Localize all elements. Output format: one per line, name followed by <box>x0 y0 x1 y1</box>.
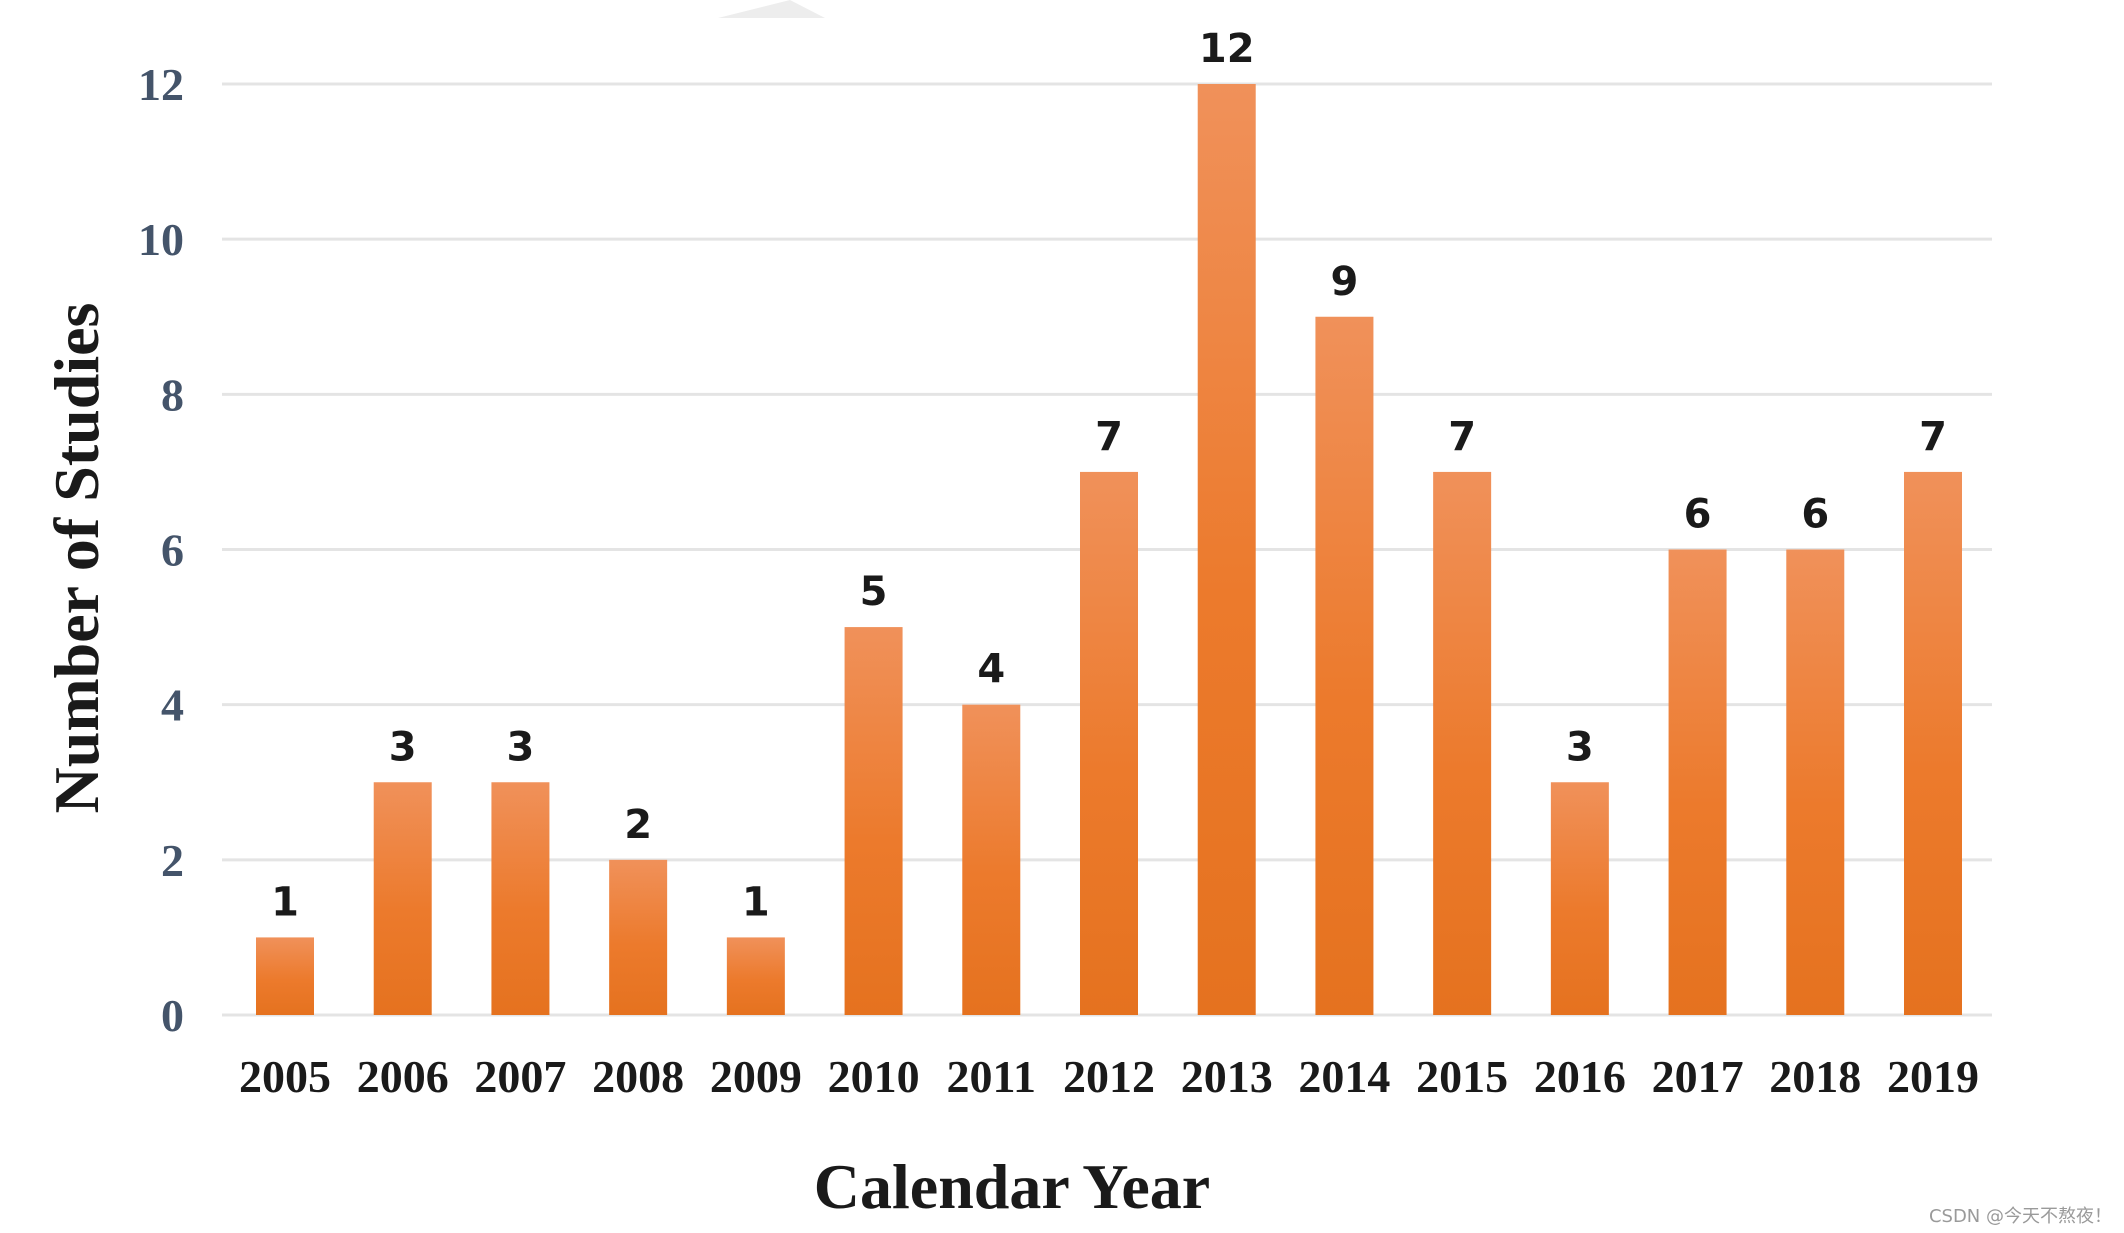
data-labels: 1 3 3 2 1 5 4 7 12 9 7 3 6 6 7 <box>271 26 1947 925</box>
x-tick-label: 2006 <box>357 1051 449 1102</box>
y-axis-ticks: 0 2 4 6 8 10 12 <box>138 59 184 1041</box>
x-tick-label: 2015 <box>1416 1051 1508 1102</box>
y-tick-label: 2 <box>161 835 184 886</box>
bar-2014 <box>1315 316 1374 1015</box>
data-label: 3 <box>1566 724 1594 770</box>
bar-2007 <box>491 782 550 1015</box>
data-label: 7 <box>1095 414 1123 460</box>
watermark-text: CSDN @今天不熬夜！ <box>1929 1206 2112 1227</box>
bar-2009 <box>726 937 785 1015</box>
x-tick-label: 2012 <box>1063 1051 1155 1102</box>
x-tick-label: 2018 <box>1769 1051 1861 1102</box>
data-label: 6 <box>1801 492 1829 538</box>
x-tick-label: 2010 <box>828 1051 920 1102</box>
x-axis-title: Calendar Year <box>814 1151 1210 1222</box>
bar-2013 <box>1197 84 1256 1015</box>
data-label: 5 <box>860 569 888 615</box>
x-tick-label: 2011 <box>947 1051 1036 1102</box>
bar-2015 <box>1433 471 1492 1016</box>
bar-2010 <box>844 627 903 1015</box>
bar-2018 <box>1786 549 1845 1015</box>
data-label: 4 <box>977 647 1005 693</box>
x-tick-label: 2014 <box>1298 1051 1390 1102</box>
x-tick-label: 2009 <box>710 1051 802 1102</box>
bar-2012 <box>1080 471 1138 1016</box>
data-label: 6 <box>1684 492 1712 538</box>
data-label: 2 <box>624 802 652 848</box>
data-label: 7 <box>1448 414 1476 460</box>
bars <box>256 84 1962 1016</box>
data-label: 9 <box>1331 259 1359 305</box>
bar-2005 <box>256 937 314 1015</box>
y-tick-label: 12 <box>138 59 184 110</box>
bar-2019 <box>1904 471 1962 1016</box>
bar-2016 <box>1550 782 1609 1015</box>
decorative-shape <box>718 0 825 18</box>
x-tick-label: 2008 <box>592 1051 684 1102</box>
data-label: 7 <box>1919 414 1947 460</box>
data-label: 1 <box>271 879 299 925</box>
y-tick-label: 6 <box>161 525 184 576</box>
x-tick-label: 2017 <box>1652 1051 1744 1102</box>
y-tick-label: 10 <box>138 214 184 265</box>
y-axis-title: Number of Studies <box>41 303 112 814</box>
x-axis-ticks: 2005 2006 2007 2008 2009 2010 2011 2012 2013 2014… <box>239 1051 1979 1102</box>
data-label: 3 <box>507 724 535 770</box>
bar-2017 <box>1668 549 1727 1015</box>
data-label: 12 <box>1199 26 1255 72</box>
data-label: 1 <box>742 879 770 925</box>
data-label: 3 <box>389 724 417 770</box>
y-tick-label: 8 <box>161 369 184 420</box>
y-tick-label: 0 <box>161 990 184 1041</box>
x-tick-label: 2013 <box>1181 1051 1273 1102</box>
bar-2008 <box>609 859 668 1015</box>
x-tick-label: 2019 <box>1887 1051 1979 1102</box>
bar-2006 <box>373 782 432 1015</box>
x-tick-label: 2016 <box>1534 1051 1626 1102</box>
x-tick-label: 2007 <box>474 1051 566 1102</box>
x-tick-label: 2005 <box>239 1051 331 1102</box>
bar-2011 <box>962 704 1021 1015</box>
y-tick-label: 4 <box>161 680 184 731</box>
